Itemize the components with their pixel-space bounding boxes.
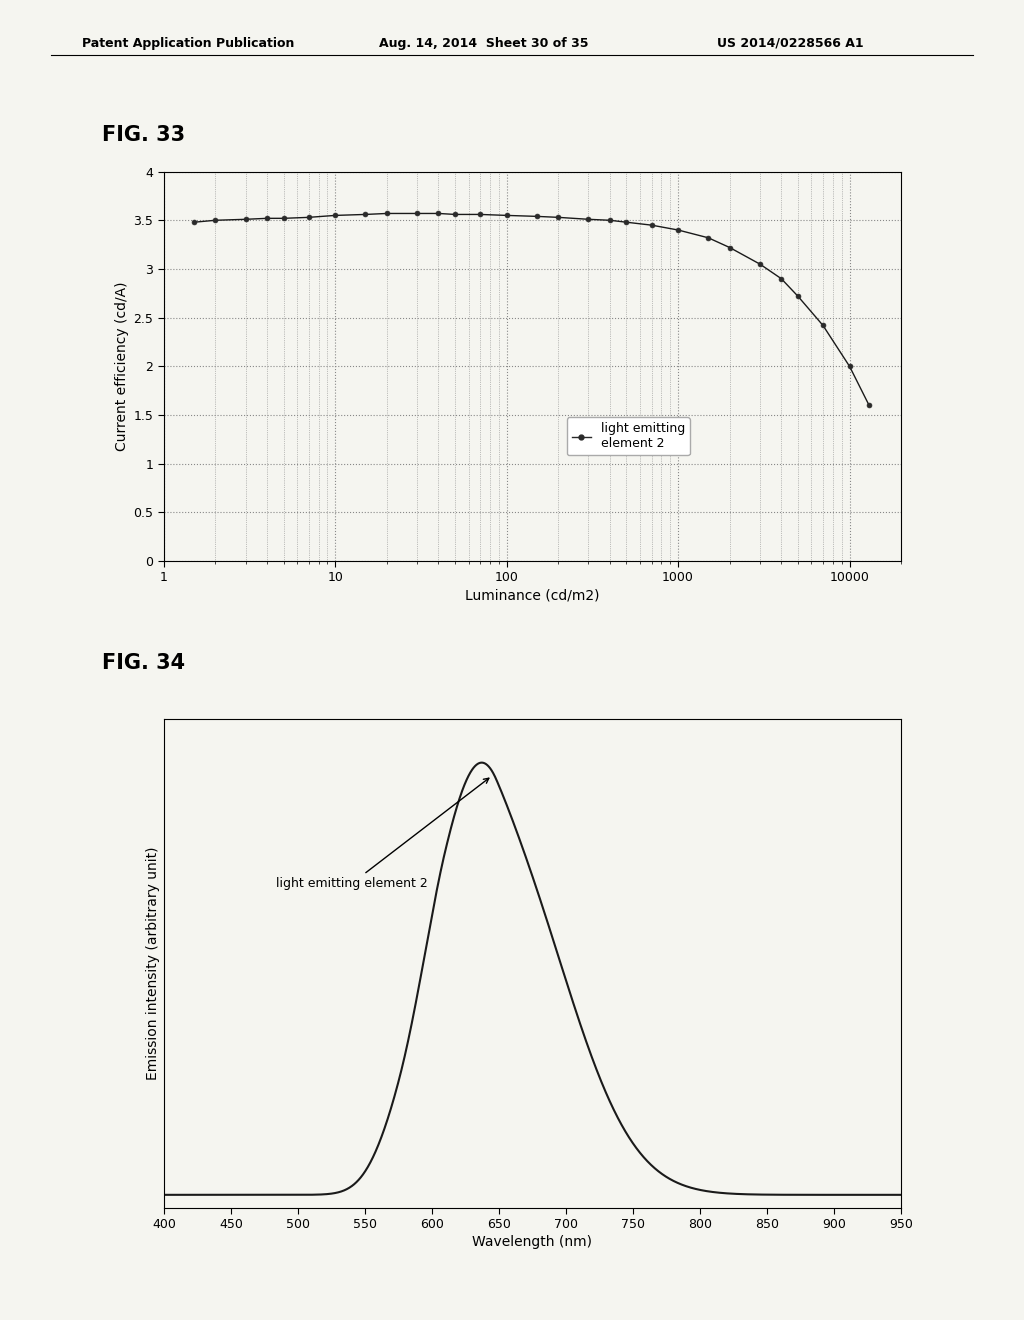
Y-axis label: Current efficiency (cd/A): Current efficiency (cd/A) bbox=[116, 281, 129, 451]
X-axis label: Luminance (cd/m2): Luminance (cd/m2) bbox=[465, 589, 600, 603]
Text: US 2014/0228566 A1: US 2014/0228566 A1 bbox=[717, 37, 863, 50]
Y-axis label: Emission intensity (arbitrary unit): Emission intensity (arbitrary unit) bbox=[145, 847, 160, 1080]
Text: light emitting element 2: light emitting element 2 bbox=[275, 779, 488, 890]
Text: Patent Application Publication: Patent Application Publication bbox=[82, 37, 294, 50]
Text: FIG. 34: FIG. 34 bbox=[102, 653, 185, 673]
Legend: light emitting
element 2: light emitting element 2 bbox=[567, 417, 690, 455]
Text: Aug. 14, 2014  Sheet 30 of 35: Aug. 14, 2014 Sheet 30 of 35 bbox=[379, 37, 589, 50]
Text: FIG. 33: FIG. 33 bbox=[102, 125, 185, 145]
X-axis label: Wavelength (nm): Wavelength (nm) bbox=[472, 1236, 593, 1250]
